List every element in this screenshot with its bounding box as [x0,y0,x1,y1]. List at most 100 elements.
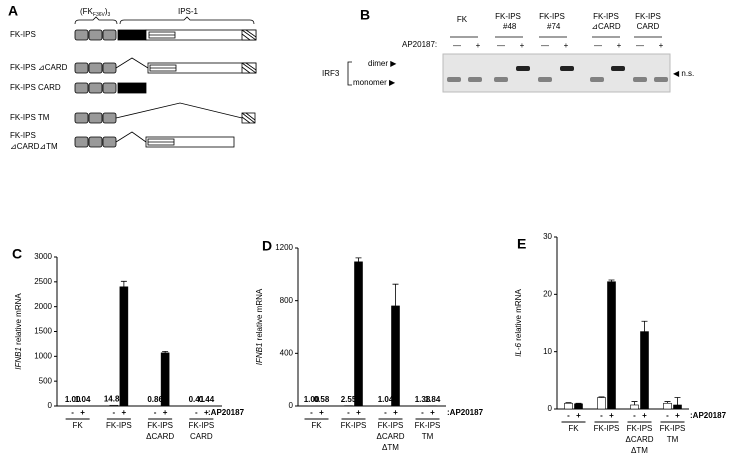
series-sign: - [384,408,387,417]
x-tick-label: ΔTM [631,446,648,455]
x-tick-label: CARD [190,432,213,441]
brace [119,16,255,25]
panel-letter: C [12,246,22,262]
treatment-label: :AP20187 [447,408,484,417]
y-tick-label: 1500 [34,327,52,336]
y-axis-label: IFNB1 relative mRNA [14,293,23,370]
panel-letter: E [517,236,526,252]
series-sign: + [356,408,361,417]
bar [673,404,682,410]
x-tick-label: FK-IPS [188,421,214,430]
series-sign: + [393,408,398,417]
value-label: 1.84 [425,395,441,404]
bar [607,281,616,410]
y-tick-label: 20 [543,289,552,298]
y-tick-label: 400 [280,348,294,357]
lane-label: ⊿CARD [591,22,621,31]
bracket [347,61,352,86]
value-label: 1.00 [65,395,81,404]
y-tick-label: 3000 [34,252,52,261]
series-sign: - [71,408,74,417]
value-label: 1.04 [378,395,394,404]
y-axis-label: IFNB1 relative mRNA [255,288,264,365]
bar [391,305,400,407]
error-bar [674,397,681,405]
domain-label: IPS-1 [178,7,199,16]
y-axis-label-text: relative mRNA [255,288,264,342]
x-tick-label: FK [73,421,84,430]
lane-label: FK-IPS [495,12,521,21]
x-tick-label: FK-IPS [378,421,404,430]
error-bar [392,283,399,306]
value-label: 0.44 [199,395,215,404]
y-axis-label-gene: IL-6 [514,342,523,356]
panel-letter: B [360,7,370,23]
x-tick-label: ΔCARD [146,432,174,441]
lane-label: FK-IPS [539,12,565,21]
series-sign: - [567,411,570,420]
x-tick-label: ΔCARD [376,432,404,441]
y-tick-label: 0 [289,401,294,410]
bar [640,331,649,410]
lane-label: FK-IPS [593,12,619,21]
series-sign: - [600,411,603,420]
error-bar [641,320,648,332]
row-label: FK-IPS CARD [10,83,61,92]
error-bar [120,280,127,287]
treatment-label: AP20187: [402,40,437,49]
band-label: monomer ▶ [353,78,396,87]
series-sign: + [576,411,581,420]
value-label: 1.38 [415,395,431,404]
panel-letter: D [262,238,272,254]
x-tick-label: ΔTM [382,443,399,452]
series-sign: + [642,411,647,420]
y-tick-label: 0 [548,404,553,413]
error-bar [598,396,605,398]
gel [442,53,671,93]
series-sign: + [319,408,324,417]
error-bar [631,401,638,405]
bar [354,261,363,407]
x-tick-label: FK-IPS [415,421,441,430]
lane-label: #48 [503,22,517,31]
y-tick-label: 1200 [275,243,293,252]
value-label: 0.86 [147,395,163,404]
x-tick-label: FK-IPS [341,421,367,430]
row-label: FK-IPS [10,30,36,39]
error-bar [608,279,615,282]
series-sign: - [195,408,198,417]
y-axis-label-gene: IFNB1 [14,347,23,370]
band-label: dimer ▶ [368,59,397,68]
bar-chart: C 0 500 1000 1500 2000 2500 3000 IFNB1 relative … [12,246,245,441]
row-label: FK-IPS TM [10,113,50,122]
gel-bands [447,66,668,82]
panel-letter: A [8,3,18,19]
y-axis-label: IL-6 relative mRNA [514,289,523,357]
series-sign: + [204,408,209,417]
treatment-signs: — + — + — + — + — + [453,41,664,50]
x-tick-label: TM [422,432,434,441]
treatment-sign: — [541,41,549,50]
treatment-sign: — [453,41,461,50]
treatment-sign: — [594,41,602,50]
series-sign: - [666,411,669,420]
bar [574,403,583,410]
error-bar [664,401,671,404]
treatment-sign: + [564,41,569,50]
y-tick-label: 1000 [34,351,52,360]
protein-label: IRF3 [322,69,340,78]
row-label: FK-IPS [10,131,36,140]
lane-label: FK [457,15,468,24]
bar [109,404,119,407]
series-sign: + [163,408,168,417]
value-label: 14.81 [104,394,125,403]
series-sign: + [80,408,85,417]
bar [630,404,639,410]
y-tick-label: 2500 [34,277,52,286]
y-axis-label-text: relative mRNA [514,289,523,343]
x-tick-label: FK-IPS [660,424,686,433]
x-tick-label: FK-IPS [106,421,132,430]
x-tick-label: FK-IPS [147,421,173,430]
treatment-sign: + [520,41,525,50]
